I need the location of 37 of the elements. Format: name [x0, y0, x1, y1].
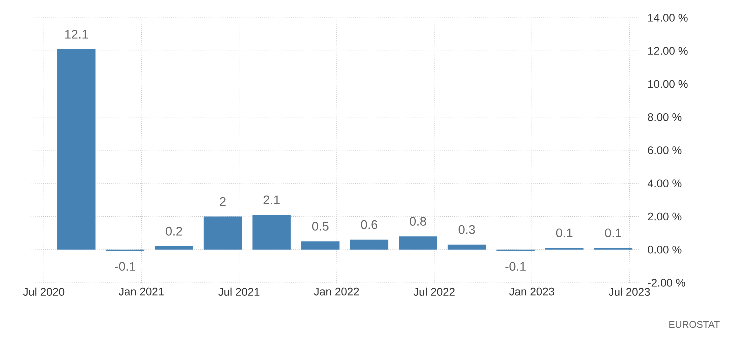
data-label: -0.1 [115, 262, 136, 272]
x-tick-label: Jul 2020 [23, 288, 65, 296]
x-tick-label: Jan 2021 [119, 288, 164, 296]
data-label: 0.5 [312, 222, 329, 231]
bar [252, 215, 291, 250]
y-tick-label: 14.00 % [648, 14, 688, 22]
y-tick-label: 12.00 % [648, 47, 688, 56]
bar [350, 240, 389, 250]
data-label: 12.1 [65, 30, 88, 39]
y-tick-label: 4.00 % [648, 180, 682, 188]
data-label: 0.3 [458, 225, 476, 234]
data-label: 0.1 [556, 228, 573, 238]
y-tick-label: 2.00 % [648, 212, 682, 221]
bar [399, 236, 438, 250]
data-label: 0.6 [361, 220, 378, 230]
x-tick-label: Jan 2022 [314, 288, 360, 296]
data-label: 2.1 [264, 196, 280, 204]
bar [302, 242, 340, 250]
x-tick-label: Jul 2023 [608, 288, 650, 296]
bar [448, 244, 486, 250]
y-tick-label: 6.00 % [648, 146, 682, 154]
y-tick-label: 8.00 % [648, 113, 682, 122]
bar [204, 216, 242, 250]
y-tick-label: 0.00 % [648, 246, 682, 254]
x-tick-label: Jan 2023 [510, 288, 554, 296]
bar [58, 49, 96, 250]
y-tick-label: 10.00 % [648, 80, 688, 88]
x-tick-label: Jul 2022 [414, 288, 455, 296]
data-label: 0.2 [166, 227, 182, 236]
data-label: 0.1 [605, 228, 622, 238]
data-label: 0.8 [410, 217, 426, 226]
y-tick-label: -2.00 % [648, 279, 686, 287]
x-tick-label: Jul 2021 [218, 288, 260, 296]
text: EUROSTAT [670, 321, 720, 328]
bar [155, 246, 194, 250]
data-label: 2 [220, 197, 226, 206]
data-label: -0.1 [506, 262, 526, 272]
